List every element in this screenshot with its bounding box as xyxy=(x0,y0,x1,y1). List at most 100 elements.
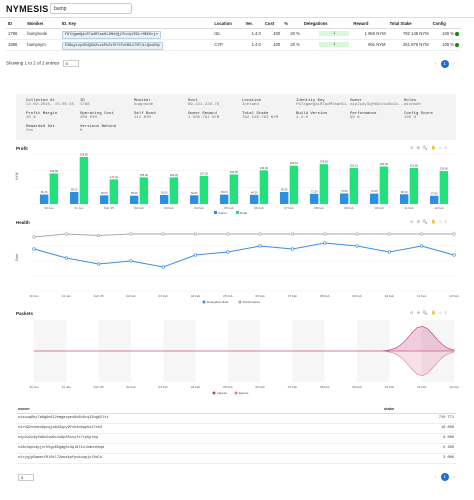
data-label: 73.50 xyxy=(341,189,348,193)
page-1-button[interactable]: 1 xyxy=(440,60,449,68)
data-point xyxy=(226,232,230,236)
column-header[interactable]: Cost xyxy=(262,19,283,29)
detail-label: Rewarded Set xyxy=(26,125,55,129)
node-bar xyxy=(409,168,419,204)
cell-ver: 1.4.0 xyxy=(251,42,261,47)
owner-bar xyxy=(340,193,349,204)
legend-entry: Performance xyxy=(243,300,261,304)
x-tick-label: 04 Feb xyxy=(194,206,204,210)
column-header[interactable]: Reward xyxy=(351,19,388,29)
node-bar xyxy=(319,164,329,204)
node-bar xyxy=(79,157,89,204)
x-tick-label: 04 Feb xyxy=(191,294,201,298)
cell-pct: 20 % xyxy=(290,42,300,47)
detail-label: Location xyxy=(242,99,262,103)
cell-cost: 400 xyxy=(273,42,281,47)
chart-toolbar[interactable]: ⊖ ⊕ 🔍 ✋ ⌂ ≡ xyxy=(410,145,448,150)
y-axis-label: NYM xyxy=(15,172,19,180)
profit-chart-title: Profit xyxy=(16,146,28,151)
x-tick-label: 07 Feb xyxy=(288,385,298,389)
column-header[interactable]: % xyxy=(282,19,302,29)
page-size-select[interactable]: 5 xyxy=(62,60,79,67)
column-header[interactable]: Location xyxy=(212,19,244,29)
delegation-rate-line xyxy=(33,242,455,268)
table-row[interactable]: 1796 bumpnode F67dgaeQaLR7adMTaaH11MhHQjY5… xyxy=(6,28,461,40)
data-point xyxy=(452,253,456,257)
prev-page-button[interactable]: ‹ xyxy=(434,61,437,66)
node-bar xyxy=(289,165,299,204)
detail-label: Total Stake xyxy=(242,112,269,116)
x-tick-label: 11 Feb xyxy=(404,206,413,210)
owner-stake: 5 300 xyxy=(382,443,456,454)
table-row[interactable]: n1rh92vvmsu6pcqja842opy9fvh4d4wp5u27ch2 1… xyxy=(16,423,456,434)
column-header[interactable]: stake xyxy=(382,405,456,414)
column-header[interactable]: Moniker xyxy=(25,19,60,29)
page-1-button[interactable]: 1 xyxy=(440,473,449,481)
detail-label: Performance xyxy=(350,112,377,116)
x-tick-label: 31 Jan xyxy=(62,294,71,298)
detail-value: Yes xyxy=(26,129,34,133)
x-tick-label: 12 Feb xyxy=(449,294,459,298)
detail-value: mixnode xyxy=(404,103,421,107)
owner-address: n1ryqjp5wmetf0l0tl72ewxkpfpvkdupjxl0dlk xyxy=(16,453,383,464)
next-page-button[interactable]: › xyxy=(453,474,455,479)
next-page-button[interactable]: › xyxy=(453,61,455,66)
table-row[interactable]: n1ryqjp5wmetf0l0tl72ewxkpfpvkdupjxl0dlk 3… xyxy=(16,453,456,464)
detail-value: 12.02.2025, 15:05:45 xyxy=(26,103,75,107)
column-header[interactable]: owner xyxy=(16,405,383,414)
x-tick-label: 04 Feb xyxy=(191,385,201,389)
x-tick-label: Feb '25 xyxy=(94,294,104,298)
x-tick-label: 07 Feb xyxy=(284,206,294,210)
data-point xyxy=(32,247,36,251)
legend-entry: Delegation Rate xyxy=(207,300,229,304)
owner-stake: 9 000 xyxy=(382,433,456,444)
y-axis-label: Rate xyxy=(15,254,19,261)
detail-value: 1796 xyxy=(80,103,90,107)
data-point xyxy=(226,250,230,254)
prev-page-button[interactable]: ‹ xyxy=(434,474,437,479)
data-label: 172.40 xyxy=(110,175,118,179)
column-header[interactable]: Total Stake xyxy=(387,19,431,29)
data-point xyxy=(420,244,424,248)
data-point xyxy=(323,232,327,236)
cell-delegations: 1 xyxy=(319,42,350,48)
node-bar xyxy=(349,167,359,204)
page-size-select[interactable]: 5 xyxy=(18,474,34,481)
x-tick-label: Feb '25 xyxy=(94,385,104,389)
health-chart: Rate 30 Jan 31 Jan Feb '25 02 Feb 03 Feb 04 Fe… xyxy=(15,230,459,304)
data-point xyxy=(96,262,101,266)
data-label: 60.90 xyxy=(191,191,198,195)
cell-config: 100 % xyxy=(442,31,454,36)
column-header[interactable]: ID. Key xyxy=(59,19,213,29)
detail-field: Identity Key F67dgaeQaLR7adMTaaH11... xyxy=(296,99,356,107)
table-row[interactable]: 1886 bumpnym E3BqyLzp2RdQ6dZvzkPkZsfEYCFnH… xyxy=(6,39,461,51)
x-tick-label: 31 Jan xyxy=(62,385,71,389)
node-bar xyxy=(379,166,389,204)
node-bar xyxy=(49,173,59,204)
column-header[interactable]: ID xyxy=(6,19,26,29)
table-row[interactable]: n18c3qnv4pjvr55gv65gmg5c3ql874xlkmnnhhqd… xyxy=(16,443,456,454)
data-label: 185.90 xyxy=(140,173,148,177)
table-row[interactable]: n1p2u2y3qfm9v2vw6x2u8p55sxyfx7rp5p7mq 9 0… xyxy=(16,433,456,444)
detail-label: ID xyxy=(80,99,85,103)
owners-pagination: ‹ 1 › xyxy=(431,473,458,481)
x-tick-label: 31 Jan xyxy=(74,206,83,210)
search-input[interactable] xyxy=(50,3,132,14)
chart-toolbar[interactable]: ⊖ ⊕ 🔍 ✋ ⌂ ≡ xyxy=(410,219,448,224)
detail-label: Build Version xyxy=(296,112,328,116)
column-header[interactable]: Delegations xyxy=(301,19,352,29)
owner-bar xyxy=(40,194,49,204)
data-point xyxy=(420,232,424,236)
column-header[interactable]: Ver. xyxy=(243,19,263,29)
x-tick-label: 08 Feb xyxy=(314,206,324,210)
table-row[interactable]: n1suuq6hy7a0g9n6l2emgexpeu8v8h9rq33ng02l… xyxy=(16,413,456,424)
x-tick-label: 11 Feb xyxy=(417,294,426,298)
cell-key: E3BqyLzp2RdQ6dZvzkPkZsfEYCFnHB1s7VFUiLQk… xyxy=(61,41,163,50)
column-header[interactable]: Config xyxy=(430,19,461,29)
data-label: 66.15 xyxy=(41,190,48,194)
detail-label: Identity Key xyxy=(296,99,325,103)
x-tick-label: 05 Feb xyxy=(223,294,233,298)
chart-toolbar[interactable]: ⊖ ⊕ 🔍 ✋ ⌂ ≡ xyxy=(410,310,448,315)
health-chart-title: Health xyxy=(16,220,30,225)
owner-address: n1p2u2y3qfm9v2vw6x2u8p55sxyfx7rp5p7mq xyxy=(16,433,383,444)
